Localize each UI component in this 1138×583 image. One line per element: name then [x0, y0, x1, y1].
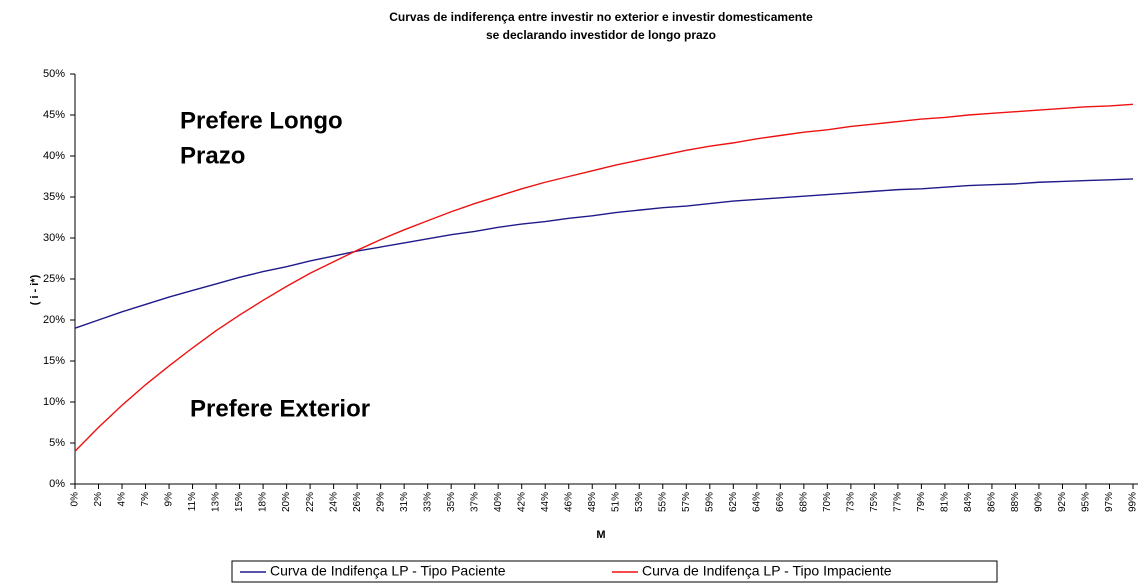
annotation: Prazo	[180, 142, 245, 169]
x-tick-label: 86%	[987, 492, 998, 512]
x-tick-label: 29%	[375, 492, 386, 512]
x-tick-label: 66%	[775, 492, 786, 512]
x-tick-label: 11%	[187, 492, 198, 511]
x-tick-label: 15%	[234, 492, 245, 512]
x-tick-label: 79%	[916, 492, 927, 512]
x-tick-label: 33%	[422, 492, 433, 512]
x-tick-label: 42%	[516, 492, 527, 512]
y-tick-label: 35%	[43, 191, 65, 203]
x-tick-label: 73%	[846, 492, 857, 512]
annotation: Prefere Exterior	[190, 395, 370, 422]
x-tick-label: 44%	[540, 492, 551, 512]
x-tick-label: 95%	[1081, 492, 1092, 512]
y-tick-label: 0%	[49, 478, 65, 490]
legend-label: Curva de Indifença LP - Tipo Impaciente	[642, 563, 892, 579]
x-tick-label: 92%	[1057, 492, 1068, 512]
x-tick-label: 81%	[940, 492, 951, 512]
x-tick-label: 90%	[1034, 492, 1045, 512]
x-tick-label: 37%	[469, 492, 480, 512]
x-tick-label: 20%	[281, 492, 292, 512]
x-tick-label: 55%	[657, 492, 668, 512]
x-tick-label: 0%	[70, 492, 81, 507]
x-tick-label: 13%	[211, 492, 222, 512]
x-tick-label: 4%	[117, 492, 128, 507]
x-tick-label: 26%	[352, 492, 363, 512]
x-tick-label: 35%	[446, 492, 457, 512]
y-tick-label: 40%	[43, 150, 65, 162]
x-tick-label: 48%	[587, 492, 598, 512]
y-tick-label: 50%	[43, 68, 65, 80]
x-tick-label: 59%	[704, 492, 715, 512]
y-tick-label: 15%	[43, 355, 65, 367]
x-tick-label: 22%	[305, 492, 316, 512]
x-tick-label: 64%	[751, 492, 762, 512]
chart-title: Curvas de indiferença entre investir no …	[389, 10, 813, 24]
x-tick-label: 68%	[798, 492, 809, 512]
y-tick-label: 20%	[43, 314, 65, 326]
chart-title: se declarando investidor de longo prazo	[486, 28, 716, 42]
legend-label: Curva de Indifença LP - Tipo Paciente	[270, 563, 506, 579]
x-tick-label: 97%	[1104, 492, 1115, 512]
annotation: Prefere Longo	[180, 107, 343, 134]
x-tick-label: 51%	[610, 492, 621, 512]
x-tick-label: 88%	[1010, 492, 1021, 512]
x-tick-label: 18%	[258, 492, 269, 512]
x-tick-label: 77%	[893, 492, 904, 512]
x-tick-label: 31%	[399, 492, 410, 512]
x-tick-label: 70%	[822, 492, 833, 512]
x-tick-label: 46%	[563, 492, 574, 512]
y-tick-label: 30%	[43, 232, 65, 244]
x-tick-label: 57%	[681, 492, 692, 512]
series-line	[74, 178, 1134, 329]
x-tick-label: 53%	[634, 492, 645, 512]
x-axis-label: M	[596, 529, 605, 541]
x-tick-label: 9%	[164, 492, 175, 507]
x-tick-label: 2%	[93, 492, 104, 507]
x-tick-label: 62%	[728, 492, 739, 512]
y-tick-label: 45%	[43, 109, 65, 121]
y-tick-label: 25%	[43, 273, 65, 285]
series-line	[74, 103, 1134, 452]
x-tick-label: 40%	[493, 492, 504, 512]
x-tick-label: 75%	[869, 492, 880, 512]
x-tick-label: 24%	[328, 492, 339, 512]
y-tick-label: 5%	[49, 437, 65, 449]
y-tick-label: 10%	[43, 396, 65, 408]
x-tick-label: 7%	[140, 492, 151, 507]
x-tick-label: 99%	[1128, 492, 1138, 512]
x-tick-label: 84%	[963, 492, 974, 512]
y-axis-label: ( i - i*)	[29, 274, 41, 305]
